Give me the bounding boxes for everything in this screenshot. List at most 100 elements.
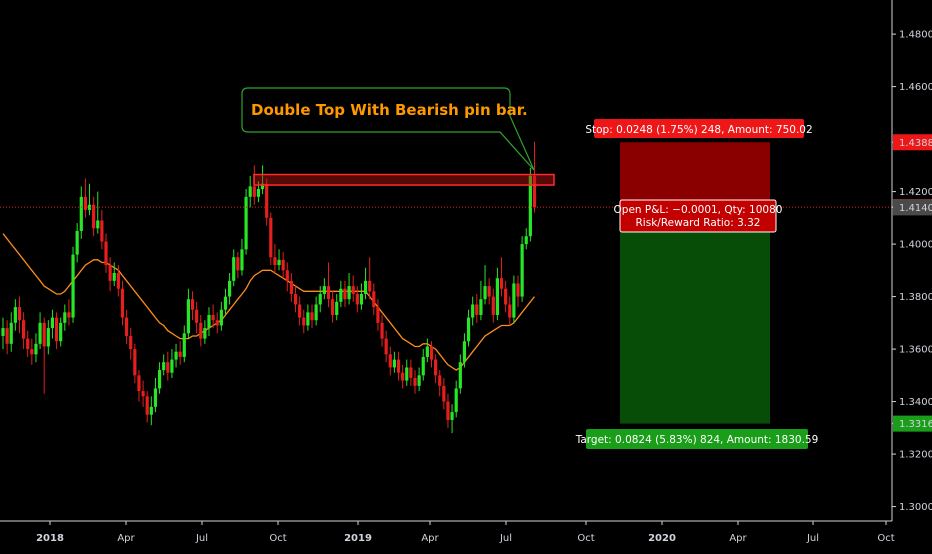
candle: [458, 354, 462, 394]
candle-body: [339, 288, 343, 302]
candle-body: [442, 385, 446, 402]
price-tick-label: 1.3800: [899, 292, 932, 303]
candle-body: [252, 186, 256, 197]
candle: [388, 346, 392, 376]
candle-body: [166, 362, 170, 373]
candle-body: [310, 312, 314, 321]
candle: [425, 338, 429, 363]
candle-body: [129, 335, 133, 350]
candle: [512, 275, 516, 323]
candle-body: [34, 343, 38, 355]
candle-body: [22, 320, 26, 339]
candle: [528, 167, 532, 242]
candle: [483, 265, 487, 305]
candle-body: [384, 338, 388, 355]
annotation-text: Double Top With Bearish pin bar.: [251, 101, 528, 119]
candle: [314, 296, 318, 326]
candle-body: [318, 293, 322, 305]
candle-body: [446, 401, 450, 420]
price-tick-label: 1.3316: [899, 419, 932, 430]
candle-body: [528, 175, 532, 237]
candle: [199, 314, 203, 347]
candle: [67, 299, 71, 326]
candle-body: [75, 230, 79, 255]
time-tick-label: Jul: [195, 533, 208, 544]
candle: [54, 312, 59, 350]
candle-body: [326, 286, 331, 300]
candle: [413, 370, 417, 394]
candle: [50, 309, 55, 339]
candle-body: [499, 278, 504, 289]
candle: [182, 325, 186, 363]
candle: [108, 257, 112, 292]
candle-body: [141, 391, 145, 397]
candle: [532, 141, 537, 213]
candle: [232, 249, 236, 287]
candle: [438, 370, 442, 397]
candle: [339, 280, 343, 308]
candle-body: [434, 359, 438, 376]
candle-body: [409, 367, 413, 378]
candle: [380, 314, 384, 347]
candle: [248, 175, 252, 208]
candle-body: [87, 204, 92, 210]
candle: [471, 296, 475, 326]
candle-body: [38, 322, 42, 344]
target-label-box: [586, 429, 808, 449]
candle: [240, 238, 244, 276]
candle: [100, 209, 104, 250]
candle-body: [153, 388, 158, 407]
candle: [504, 280, 508, 313]
candle-body: [273, 257, 277, 266]
candle: [38, 312, 42, 350]
candle-body: [149, 406, 153, 415]
candle: [195, 301, 199, 334]
candle-body: [388, 354, 392, 368]
candle: [104, 233, 108, 273]
candle-body: [454, 388, 458, 413]
candle: [326, 262, 331, 308]
stop-label: Stop: 0.0248 (1.75%) 248, Amount: 750.02: [585, 124, 812, 136]
candle-body: [363, 280, 368, 294]
price-tick-label: 1.4388: [899, 138, 932, 149]
candle: [203, 320, 207, 344]
candle-body: [215, 320, 219, 326]
candle-body: [17, 307, 22, 321]
candle: [211, 304, 215, 329]
candle: [429, 341, 434, 368]
candle: [219, 301, 223, 331]
candle: [92, 196, 96, 237]
candle-body: [281, 259, 285, 271]
candle-body: [9, 322, 13, 344]
candle-body: [401, 372, 405, 381]
candle: [401, 364, 405, 389]
candle: [174, 343, 178, 368]
callout-box: [241, 87, 535, 171]
candle: [129, 328, 133, 360]
target-zone: [620, 207, 770, 424]
candle: [434, 354, 438, 384]
candle-body: [466, 317, 471, 342]
candle-body: [116, 272, 120, 289]
candle-body: [256, 188, 261, 197]
candle-body: [483, 286, 487, 300]
candle-body: [1, 328, 5, 336]
time-tick-label: Apr: [421, 533, 439, 544]
candle-body: [120, 288, 125, 318]
candle: [487, 278, 491, 305]
candle: [162, 354, 166, 376]
time-tick-label: Apr: [117, 533, 135, 544]
candle-body: [491, 296, 495, 315]
candle-body: [376, 307, 380, 323]
candle-body: [487, 286, 491, 297]
pnl-box: [619, 199, 777, 233]
candle-body: [347, 286, 351, 300]
candle-body: [462, 341, 467, 363]
candle: [30, 338, 34, 365]
candle-body: [438, 375, 442, 386]
candle-body: [30, 349, 34, 355]
candle: [26, 330, 30, 357]
candle-body: [380, 322, 384, 339]
